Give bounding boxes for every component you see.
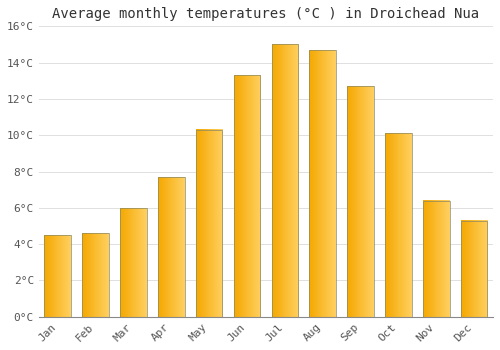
Bar	[158, 177, 184, 317]
Bar	[385, 133, 411, 317]
Bar	[120, 208, 146, 317]
Bar	[348, 86, 374, 317]
Bar	[82, 233, 109, 317]
Bar	[310, 50, 336, 317]
Bar	[44, 235, 71, 317]
Title: Average monthly temperatures (°C ) in Droichead Nua: Average monthly temperatures (°C ) in Dr…	[52, 7, 480, 21]
Bar	[461, 220, 487, 317]
Bar	[423, 201, 450, 317]
Bar	[234, 75, 260, 317]
Bar	[272, 44, 298, 317]
Bar	[196, 130, 222, 317]
